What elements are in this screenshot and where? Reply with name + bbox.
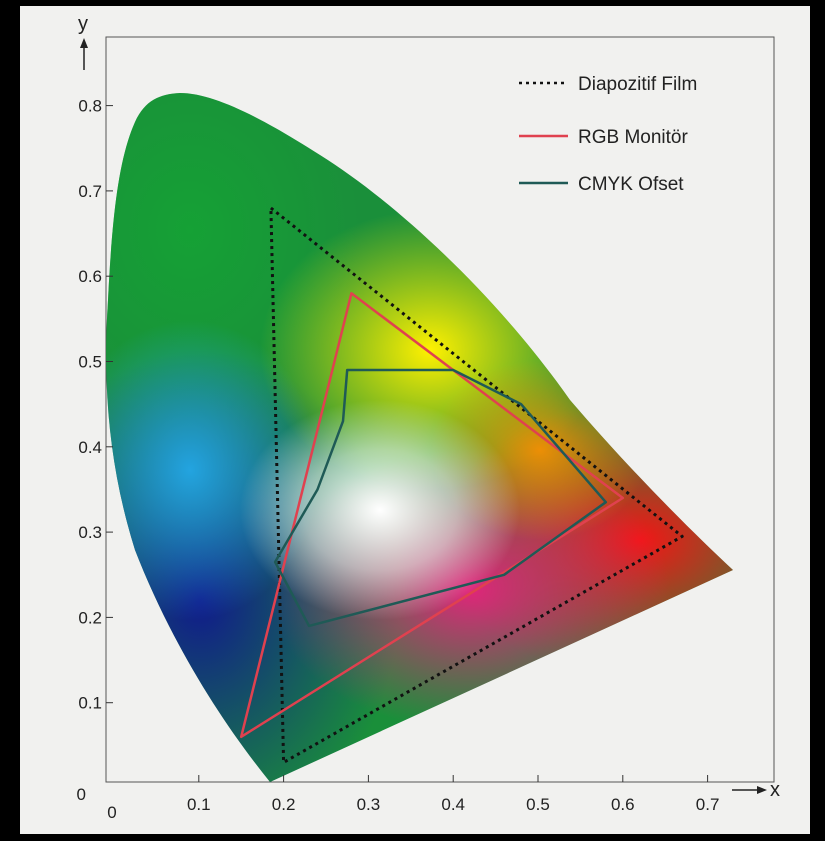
x-tick-label: 0.1 <box>187 795 211 814</box>
y-tick-label: 0.1 <box>78 694 102 713</box>
x-axis-label: x <box>770 779 780 801</box>
y-tick-label: 0.3 <box>78 523 102 542</box>
x-tick-label: 0.5 <box>526 795 550 814</box>
spectral-locus <box>106 93 733 782</box>
y-tick-label: 0.5 <box>78 353 102 372</box>
x-tick-label: 0 <box>107 803 116 822</box>
gamut-cmyk-ofset <box>273 368 608 628</box>
axes: 0 0.1 0.2 0.3 0.4 0.5 0.6 0.7 0 0.1 0.2 0.3 0.4 0.5 0.… <box>77 97 720 822</box>
legend: Diapozitif Film RGB Monitör CMYK Ofset <box>519 74 697 195</box>
y-axis-arrow <box>80 38 88 70</box>
x-tick-label: 0.2 <box>272 795 296 814</box>
y-tick-label: 0.6 <box>78 267 102 286</box>
y-tick-label: 0.2 <box>78 608 102 627</box>
gamut-outlines <box>239 206 684 764</box>
x-tick-label: 0.6 <box>611 795 635 814</box>
gamut-rgb-monitor <box>239 292 625 739</box>
x-tick-label: 0.7 <box>696 795 720 814</box>
y-axis-label: y <box>78 13 88 35</box>
y-tick-label: 0.8 <box>78 97 102 116</box>
y-tick-label: 0.4 <box>78 438 102 457</box>
y-tick-label: 0 <box>77 785 86 804</box>
x-tick-label: 0.3 <box>357 795 381 814</box>
legend-label-cmyk-ofset: CMYK Ofset <box>578 174 684 195</box>
x-axis-arrow <box>732 786 767 794</box>
x-tick-label: 0.4 <box>441 795 465 814</box>
gamut-diapozitif-film <box>269 206 684 764</box>
plot-frame <box>105 36 775 783</box>
y-tick-label: 0.7 <box>78 182 102 201</box>
legend-label-rgb-monitor: RGB Monitör <box>578 127 688 148</box>
legend-label-diapozitif-film: Diapozitif Film <box>578 74 697 95</box>
